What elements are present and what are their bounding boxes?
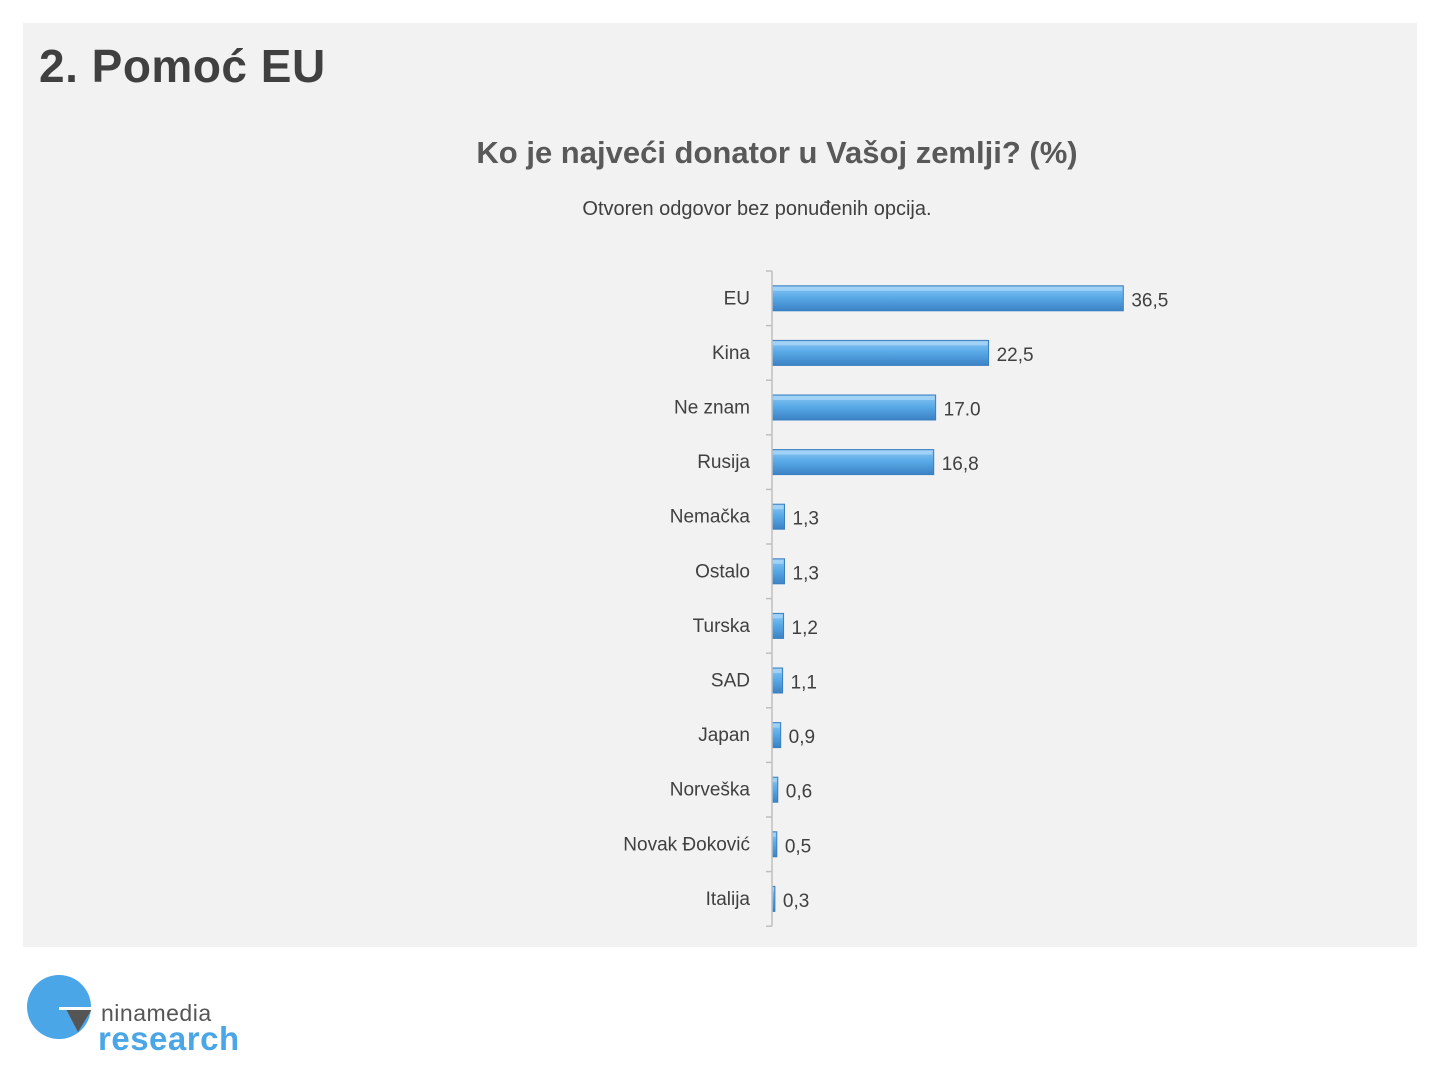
ninamedia-research-logo: ninamedia research (26, 972, 266, 1062)
category-label: Japan (698, 725, 750, 746)
bar-highlight (773, 723, 780, 728)
chart-title: Ko je najveći donator u Vašoj zemlji? (%… (476, 135, 1078, 170)
value-label: 0,9 (789, 727, 815, 748)
slide-panel: 2. Pomoć EU (23, 23, 1417, 947)
chart-subtitle: Otvoren odgovor bez ponuđenih opcija. (582, 198, 932, 220)
category-label: Ne znam (674, 398, 750, 419)
value-label: 0,3 (783, 891, 809, 912)
bar-highlight (773, 396, 935, 400)
value-label: 16,8 (942, 454, 979, 475)
category-label: Rusija (697, 452, 750, 473)
category-label: EU (724, 288, 750, 309)
bar-highlight (773, 778, 777, 783)
slide-title: 2. Pomoć EU (39, 40, 326, 92)
bar-highlight (773, 341, 988, 346)
bar-highlight (773, 559, 784, 564)
value-label: 1,3 (793, 509, 819, 530)
value-label: 17.0 (944, 400, 981, 421)
bar-highlight (773, 832, 776, 837)
value-label: 22,5 (997, 345, 1034, 366)
value-label: 1,1 (791, 673, 817, 694)
logo-word-research: research (98, 1020, 240, 1057)
bar-highlight (773, 450, 933, 455)
category-label: Novak Đoković (623, 834, 750, 855)
value-label: 0,5 (785, 836, 811, 857)
category-label: Kina (712, 343, 750, 364)
logo-mark-icon (27, 975, 92, 1039)
bar-highlight (773, 286, 1123, 291)
category-label: Ostalo (695, 561, 750, 582)
category-label: SAD (711, 671, 750, 692)
category-label: Turska (693, 616, 751, 637)
category-label: Italija (706, 889, 751, 910)
bar-highlight (773, 887, 774, 892)
logo-word-ninamedia: ninamedia (101, 1000, 212, 1026)
value-label: 0,6 (786, 782, 812, 803)
bar-highlight (773, 614, 783, 619)
bar-highlight (773, 505, 784, 510)
category-label: Norveška (670, 780, 751, 801)
value-label: 1,2 (792, 618, 818, 639)
bar-highlight (773, 669, 782, 673)
category-label: Nemačka (670, 507, 751, 528)
value-label: 1,3 (793, 563, 819, 584)
value-label: 36,5 (1131, 290, 1168, 311)
